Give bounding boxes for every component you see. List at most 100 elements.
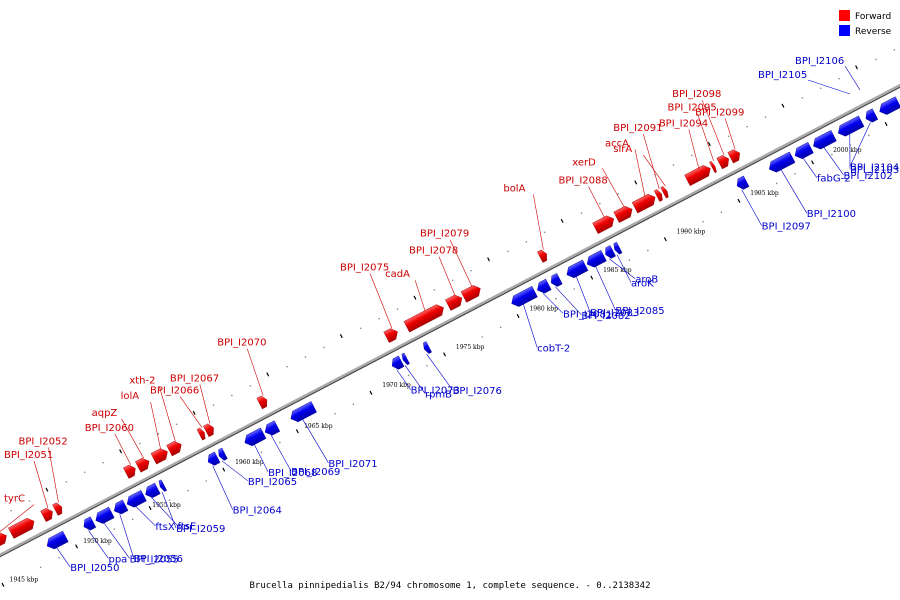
gene-feature[interactable] <box>157 479 167 493</box>
track-dot <box>95 537 97 540</box>
gene-feature[interactable] <box>216 447 228 462</box>
gene-feature[interactable] <box>0 530 9 554</box>
gene-feature[interactable] <box>592 213 617 234</box>
reverse-gene-label: BPI_I2071 <box>328 459 377 470</box>
gene-feature[interactable] <box>727 148 743 164</box>
track-dot <box>867 134 870 137</box>
reverse-gene-arrow <box>551 273 563 287</box>
gene-feature[interactable] <box>877 96 900 117</box>
reverse-gene-label: fabG-2 <box>817 174 851 185</box>
gene-feature[interactable] <box>400 352 410 366</box>
gene-feature[interactable] <box>612 241 623 255</box>
reverse-gene-label: ftsE <box>177 522 196 533</box>
track-dot <box>470 269 472 272</box>
gene-feature[interactable] <box>135 456 152 473</box>
gene-feature[interactable] <box>631 192 658 214</box>
forward-label-leader <box>588 186 605 218</box>
gene-feature[interactable] <box>863 108 879 124</box>
track-dot <box>352 403 355 405</box>
track-dot <box>647 249 649 252</box>
gene-feature[interactable] <box>716 153 732 170</box>
forward-label-leader <box>602 168 625 208</box>
gene-feature[interactable] <box>767 151 796 175</box>
track-tick <box>516 313 520 319</box>
forward-label-leader <box>688 129 700 169</box>
track-tick <box>339 334 343 339</box>
forward-gene-arrow <box>403 304 444 333</box>
reverse-gene-label: rpmB <box>425 389 452 400</box>
gene-feature[interactable] <box>205 451 221 467</box>
gene-feature[interactable] <box>288 401 317 424</box>
forward-gene-label: BPI_I2094 <box>659 118 708 129</box>
gene-feature[interactable] <box>792 142 814 161</box>
gene-feature[interactable] <box>8 516 37 539</box>
gene-feature[interactable] <box>150 446 170 465</box>
gene-feature[interactable] <box>196 427 207 441</box>
gene-feature[interactable] <box>203 422 216 438</box>
gene-feature[interactable] <box>422 341 432 354</box>
track-dot <box>683 230 686 233</box>
gene-feature[interactable] <box>653 189 664 202</box>
gene-feature[interactable] <box>445 293 464 311</box>
forward-gene-label: BPI_I2088 <box>559 176 608 187</box>
gene-feature[interactable] <box>564 259 589 280</box>
gene-feature[interactable] <box>811 130 837 151</box>
reverse-label-leader <box>426 353 453 391</box>
legend-reverse-swatch <box>839 25 850 36</box>
reverse-label-leader <box>88 530 109 559</box>
gene-feature[interactable] <box>535 278 552 295</box>
track-dot <box>893 49 896 51</box>
reverse-gene-label: aroB <box>635 275 658 286</box>
track-dot <box>10 509 12 512</box>
track-dot <box>746 125 748 128</box>
forward-label-leader <box>634 149 646 197</box>
gene-feature[interactable] <box>389 355 405 371</box>
gene-feature[interactable] <box>460 283 483 303</box>
track-dot <box>720 211 723 213</box>
gene-feature[interactable] <box>836 115 865 139</box>
kbp-tick-label: 1945 kbp <box>10 577 39 584</box>
gene-feature[interactable] <box>93 506 115 526</box>
gene-feature[interactable] <box>166 439 185 457</box>
kbp-tick-label: 1970 kbp <box>382 382 411 389</box>
track-tick <box>1 582 5 587</box>
gene-feature[interactable] <box>123 463 138 479</box>
gene-feature[interactable] <box>660 186 670 199</box>
gene-feature[interactable] <box>548 273 563 288</box>
reverse-label-leader <box>221 460 249 482</box>
forward-label-leader <box>159 386 176 442</box>
track-dot <box>672 164 675 166</box>
legend: Forward Reverse <box>839 10 892 37</box>
gene-feature[interactable] <box>603 245 616 259</box>
track-tick <box>663 237 667 242</box>
reverse-gene-label: BPI_I2104 <box>850 162 899 173</box>
track-tick <box>707 142 711 147</box>
gene-feature[interactable] <box>143 482 161 500</box>
gene-feature[interactable] <box>383 326 401 343</box>
gene-feature[interactable] <box>40 506 56 522</box>
gene-feature[interactable] <box>613 204 635 223</box>
gene-feature[interactable] <box>81 516 97 532</box>
track-dot <box>426 364 428 367</box>
gene-feature[interactable] <box>124 490 147 509</box>
kbp-tick-label: 1950 kbp <box>83 538 112 545</box>
gene-feature[interactable] <box>256 394 270 410</box>
gene-feature[interactable] <box>403 302 446 333</box>
forward-gene-label: BPI_I2079 <box>420 229 469 240</box>
gene-feature[interactable] <box>509 286 538 309</box>
gene-feature[interactable] <box>684 163 714 186</box>
gene-feature[interactable] <box>709 160 717 174</box>
gene-feature[interactable] <box>537 249 549 263</box>
forward-gene-arrow <box>383 328 398 343</box>
kbp-tick-label: 1955 kbp <box>152 502 181 509</box>
track-tick <box>884 121 888 127</box>
gene-feature[interactable] <box>44 530 69 551</box>
gene-feature[interactable] <box>734 175 750 191</box>
track-tick <box>487 257 491 262</box>
gene-feature[interactable] <box>242 427 267 448</box>
gene-feature[interactable] <box>262 420 281 438</box>
track-tick <box>855 65 859 70</box>
gene-feature[interactable] <box>111 499 129 516</box>
gene-feature[interactable] <box>584 250 607 269</box>
gene-feature[interactable] <box>52 501 65 516</box>
